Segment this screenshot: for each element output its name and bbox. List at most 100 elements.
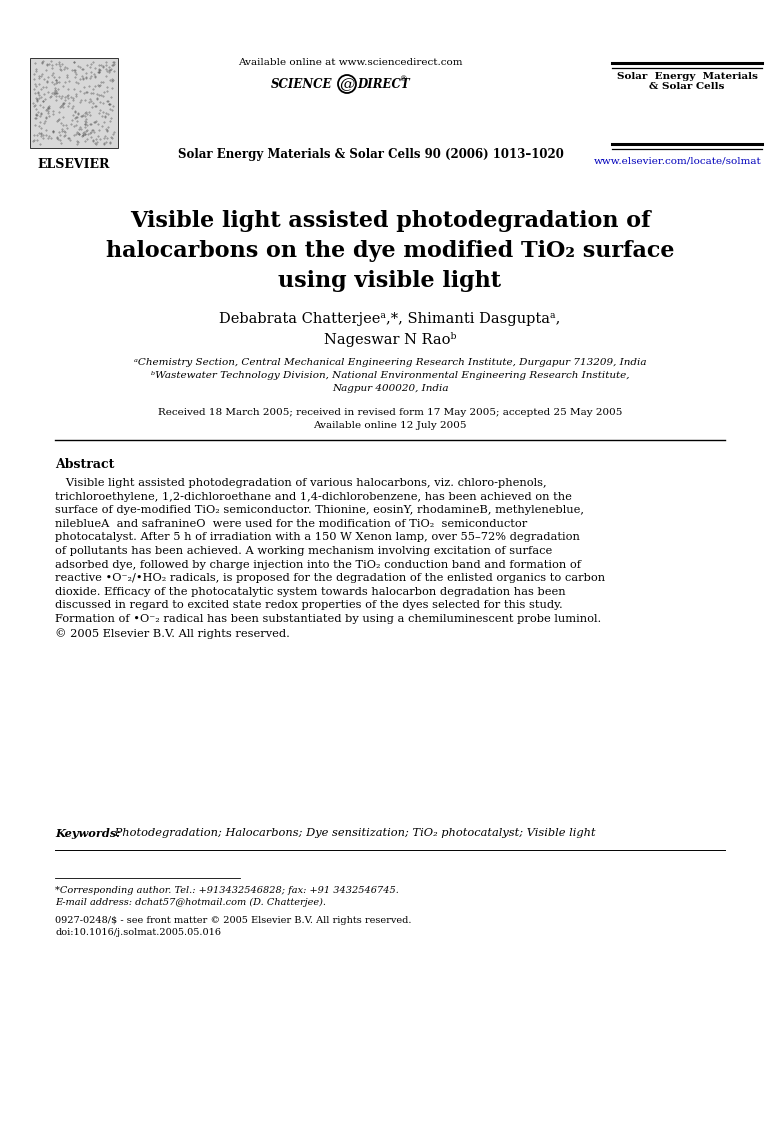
Point: [81, 105, 94, 124]
Text: *Corresponding author. Tel.: +913432546828; fax: +91 3432546745.: *Corresponding author. Tel.: +9134325468…: [55, 886, 399, 895]
Point: [44, 87, 57, 105]
Point: [73, 125, 85, 143]
Point: [58, 126, 71, 144]
Point: [34, 95, 46, 113]
Point: [83, 77, 95, 95]
Point: [69, 64, 81, 82]
Point: [30, 105, 43, 124]
Point: [80, 113, 92, 132]
Point: [67, 88, 80, 107]
Point: [75, 107, 87, 125]
Point: [91, 90, 104, 108]
Point: [53, 74, 66, 92]
Point: [57, 77, 69, 95]
Point: [101, 92, 114, 110]
Point: [104, 133, 116, 151]
Point: [72, 57, 84, 75]
Point: [107, 53, 119, 71]
Point: [104, 134, 116, 152]
Point: [87, 120, 100, 138]
Point: [90, 111, 102, 129]
Point: [53, 68, 66, 86]
Point: [98, 134, 111, 152]
Point: [79, 125, 91, 143]
Point: [33, 75, 45, 93]
Point: [93, 64, 105, 82]
Point: [45, 84, 58, 102]
Point: [88, 98, 101, 116]
Point: [97, 103, 109, 121]
Point: [34, 135, 47, 153]
Text: 0927-0248/$ - see front matter © 2005 Elsevier B.V. All rights reserved.: 0927-0248/$ - see front matter © 2005 El…: [55, 916, 412, 925]
Point: [79, 115, 91, 133]
Point: [56, 54, 69, 73]
Point: [76, 124, 89, 142]
Point: [106, 125, 119, 143]
Point: [77, 69, 90, 87]
Point: [55, 135, 67, 153]
Point: [36, 53, 48, 71]
Point: [37, 98, 49, 116]
Point: [80, 120, 93, 138]
Point: [57, 95, 69, 113]
Point: [38, 69, 51, 87]
Point: [97, 57, 109, 75]
Point: [97, 73, 109, 91]
Point: [48, 122, 60, 141]
Point: [37, 52, 49, 70]
Point: [51, 84, 63, 102]
Point: [36, 65, 48, 83]
Point: [35, 88, 48, 107]
Point: [84, 116, 97, 134]
Text: E-mail address: dchat57@hotmail.com (D. Chatterjee).: E-mail address: dchat57@hotmail.com (D. …: [55, 898, 326, 907]
Point: [100, 53, 112, 71]
Point: [73, 125, 85, 143]
Point: [35, 127, 48, 145]
Point: [45, 129, 58, 147]
Point: [78, 122, 90, 141]
Point: [80, 69, 92, 87]
Point: [28, 81, 41, 99]
Point: [71, 135, 83, 153]
Point: [70, 125, 83, 143]
Point: [78, 84, 90, 102]
Point: [78, 77, 90, 95]
Point: [55, 98, 67, 116]
Point: [59, 73, 72, 91]
Circle shape: [338, 75, 356, 93]
Point: [34, 112, 46, 130]
Point: [79, 107, 91, 125]
Point: [103, 61, 115, 79]
Point: [62, 94, 75, 112]
Point: [51, 112, 63, 130]
Text: SCIENCE: SCIENCE: [271, 78, 332, 91]
Point: [33, 69, 45, 87]
Point: [90, 129, 102, 147]
Point: [36, 92, 48, 110]
Point: [30, 90, 42, 108]
Text: Received 18 March 2005; received in revised form 17 May 2005; accepted 25 May 20: Received 18 March 2005; received in revi…: [158, 408, 622, 417]
Point: [58, 124, 71, 142]
Point: [89, 59, 101, 77]
Point: [94, 76, 106, 94]
Point: [42, 68, 55, 86]
Point: [61, 86, 73, 104]
Point: [50, 56, 62, 74]
Point: [56, 87, 69, 105]
Point: [83, 102, 95, 120]
Point: [98, 58, 110, 76]
Point: [100, 60, 112, 78]
Point: [79, 118, 91, 136]
Point: [106, 129, 119, 147]
Point: [69, 102, 81, 120]
Point: [33, 67, 45, 85]
Point: [93, 121, 105, 139]
Bar: [30, 58, 118, 149]
Point: [73, 125, 85, 143]
Point: [85, 62, 98, 81]
Text: ELSEVIER: ELSEVIER: [37, 158, 110, 171]
Point: [79, 133, 91, 151]
Point: [78, 115, 90, 133]
Point: [83, 58, 96, 76]
Point: [106, 101, 119, 119]
